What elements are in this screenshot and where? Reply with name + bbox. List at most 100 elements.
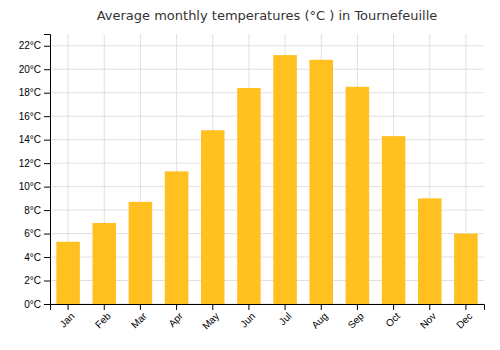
tick-label: 2°C (24, 275, 41, 286)
tick-label: Feb (93, 310, 113, 330)
bar (237, 88, 261, 304)
tick: Apr (166, 304, 185, 329)
tick-mark (44, 116, 50, 117)
tick-mark (44, 210, 50, 211)
tick-mark (212, 304, 213, 310)
tick: Feb (93, 304, 113, 330)
grid-line (50, 139, 484, 140)
tick-label: Mar (129, 310, 149, 330)
tick: May (200, 304, 221, 332)
tick-label: Sep (346, 310, 367, 331)
tick-mark (44, 163, 50, 164)
tick-label: Jan (57, 310, 76, 329)
tick: 2°C (24, 275, 50, 286)
tick: 20°C (19, 64, 50, 75)
tick-mark (68, 304, 69, 310)
axis-line (44, 35, 51, 305)
tick-label: 8°C (24, 205, 41, 216)
tick: Jan (57, 304, 76, 330)
tick-mark (44, 93, 50, 94)
tick-mark (44, 46, 50, 47)
tick: Sep (346, 304, 367, 331)
tick-label: 22°C (19, 40, 41, 51)
tick: Nov (418, 304, 438, 331)
tick-label: 20°C (19, 64, 41, 75)
tick-label: Oct (383, 310, 402, 329)
tick-mark (285, 304, 286, 310)
tick-mark (357, 304, 358, 310)
tick-label: 18°C (19, 87, 41, 98)
tick: Dec (454, 304, 474, 331)
tick-label: Jun (238, 310, 257, 329)
bar (309, 60, 333, 304)
grid-line (50, 116, 484, 117)
grid-line (50, 45, 484, 46)
tick-label: Aug (309, 310, 329, 330)
bar (382, 136, 406, 304)
bars (56, 55, 477, 304)
tick: 6°C (24, 228, 50, 239)
tick-mark (44, 69, 50, 70)
tick-label: May (200, 310, 221, 331)
tick-label: Apr (166, 310, 185, 329)
tick: Aug (309, 304, 329, 331)
grid-line (50, 186, 484, 187)
tick: Oct (383, 304, 402, 329)
tick-label: 10°C (19, 181, 41, 192)
tick-mark (393, 304, 394, 310)
tick: 18°C (19, 87, 50, 98)
tick-mark (44, 304, 50, 305)
tick-mark (176, 304, 177, 310)
tick-mark (248, 304, 249, 310)
bar (454, 234, 478, 304)
tick-mark (44, 234, 50, 235)
grid-line (50, 92, 484, 93)
tick-label: Dec (454, 310, 474, 330)
x-axis: Jan Feb Mar Apr May Jun Jul Aug Sep Oct Nov Dec (51, 304, 485, 332)
bar (201, 130, 225, 304)
tick: 16°C (19, 111, 50, 122)
tick-label: Jul (277, 310, 294, 327)
tick-label: 0°C (24, 299, 41, 310)
tick-label: Nov (418, 310, 438, 330)
title: Average monthly temperatures (°C ) in To… (97, 8, 438, 23)
tick-mark (140, 304, 141, 310)
tick-label: 4°C (24, 252, 41, 263)
grid-line (50, 69, 484, 70)
tick-mark (44, 140, 50, 141)
tick: 10°C (19, 181, 50, 192)
tick-mark (321, 304, 322, 310)
tick-mark (44, 281, 50, 282)
tick-label: 6°C (24, 228, 41, 239)
bar (92, 223, 116, 304)
tick-mark (429, 304, 430, 310)
tick: 0°C (24, 299, 50, 310)
bar (129, 202, 153, 304)
tick-label: 16°C (19, 111, 41, 122)
tick: 4°C (24, 252, 50, 263)
tick-mark (465, 304, 466, 310)
tick-label: 12°C (19, 158, 41, 169)
grid-line (50, 163, 484, 164)
tick: 22°C (19, 40, 50, 51)
tick-mark (44, 187, 50, 188)
grid (50, 34, 484, 304)
bar (346, 87, 370, 304)
tick: Jun (238, 304, 257, 330)
plot: Jan Feb Mar Apr May Jun Jul Aug Sep Oct Nov Dec 0°C 2… (19, 34, 485, 332)
bar (273, 55, 297, 304)
tick: 8°C (24, 205, 50, 216)
tick: 14°C (19, 134, 50, 145)
tick: Mar (129, 304, 149, 330)
tick-mark (44, 257, 50, 258)
tick: 12°C (19, 158, 50, 169)
tick-label: 14°C (19, 134, 41, 145)
tick-mark (104, 304, 105, 310)
bar (165, 171, 189, 304)
bar (418, 198, 442, 304)
chart: Average monthly temperatures (°C ) in To… (0, 0, 500, 350)
bar (56, 242, 80, 304)
axis-line (51, 305, 485, 311)
tick: Jul (277, 304, 294, 327)
y-axis: 0°C 2°C 4°C 6°C 8°C 10°C 12°C 14°C 16°C 18°C 20°C 2… (19, 35, 51, 310)
